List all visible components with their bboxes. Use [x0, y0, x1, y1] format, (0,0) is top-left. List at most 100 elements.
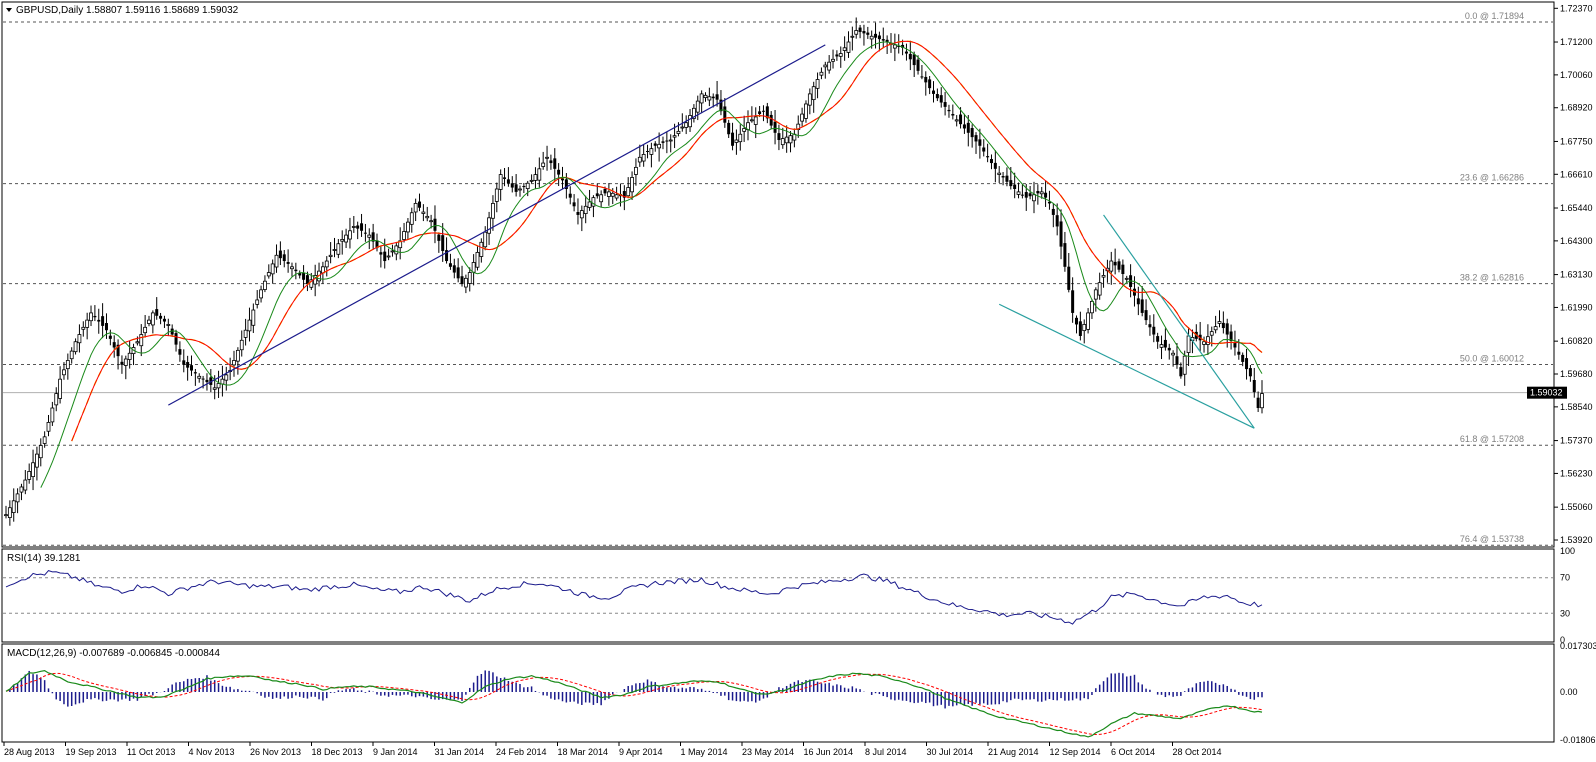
candle-up	[398, 240, 403, 249]
current-price-label: 1.59032	[1530, 388, 1563, 398]
y-tick-label: 1.58540	[1560, 402, 1593, 412]
trendline-channel-lower	[998, 303, 1255, 429]
candle-up	[672, 135, 677, 138]
candle-down	[278, 250, 282, 259]
x-axis: 28 Aug 2013 19 Sep 2013 11 Oct 2013 4 Nov 2…	[3, 742, 1222, 757]
candle-down	[1148, 324, 1152, 328]
candle-down	[193, 372, 197, 374]
main-pane	[1, 1, 1555, 548]
candle-down	[155, 309, 159, 316]
candle-down	[1144, 310, 1148, 321]
candle-down	[646, 150, 650, 152]
x-tick-label: 9 Apr 2014	[619, 747, 663, 757]
candle-down	[1001, 176, 1005, 178]
candle-up	[634, 166, 638, 175]
candle-up	[491, 203, 495, 219]
candle-up	[27, 471, 32, 480]
candle-down	[557, 169, 561, 175]
candle-up	[626, 187, 631, 197]
candle-up	[58, 378, 63, 399]
candle-up	[800, 113, 805, 122]
candle-down	[765, 106, 769, 119]
rsi-y-tick-label: 100	[1560, 546, 1575, 556]
candle-down	[947, 109, 951, 112]
fib-label: 61.8 @ 1.57208	[1460, 434, 1524, 444]
candle-up	[823, 64, 828, 68]
candle-up	[668, 139, 673, 142]
candle-up	[239, 339, 244, 351]
symbol-dropdown-icon[interactable]	[6, 8, 12, 12]
candle-up	[351, 226, 356, 228]
candle-up	[796, 123, 801, 131]
candle-up	[232, 360, 236, 366]
candle-up	[819, 71, 824, 76]
candle-down	[433, 218, 437, 231]
candle-up	[827, 61, 832, 71]
candle-up	[541, 162, 546, 167]
x-tick-label: 16 Jun 2014	[804, 747, 854, 757]
candle-down	[719, 99, 723, 112]
candle-up	[649, 148, 654, 155]
candle-up	[390, 250, 395, 253]
candle-down	[1241, 354, 1245, 362]
candle-up	[31, 462, 35, 477]
candle-down	[448, 263, 452, 267]
candle-down	[371, 232, 375, 242]
candle-up	[224, 374, 229, 381]
candle-down	[603, 189, 607, 194]
candle-up	[688, 115, 692, 128]
candle-up	[127, 352, 132, 360]
candle-up	[274, 254, 279, 268]
candle-up	[332, 249, 337, 251]
candle-down	[506, 179, 510, 184]
candle-down	[1152, 326, 1156, 335]
candle-down	[877, 35, 881, 40]
y-tick-label: 1.57370	[1560, 436, 1593, 446]
candle-down	[986, 156, 990, 158]
candle-down	[935, 94, 939, 99]
candle-down	[1013, 184, 1017, 189]
candle-up	[38, 445, 43, 459]
candle-down	[170, 328, 174, 335]
candle-down	[916, 59, 920, 71]
candle-up	[1016, 191, 1021, 195]
candle-up	[494, 188, 499, 202]
candle-down	[1059, 221, 1063, 247]
candle-up	[1101, 275, 1106, 278]
candle-down	[104, 323, 108, 331]
candle-up	[606, 191, 611, 197]
candle-up	[734, 139, 739, 143]
candle-up	[579, 210, 584, 219]
trendline-channel-upper	[1103, 214, 1255, 429]
candle-down	[174, 333, 178, 345]
candle-down	[928, 79, 932, 89]
candle-up	[1260, 393, 1264, 409]
candle-up	[869, 35, 874, 40]
candle-up	[290, 266, 294, 270]
candle-up	[166, 324, 171, 326]
candle-up	[707, 96, 712, 101]
candle-up	[487, 217, 491, 234]
candle-down	[904, 51, 908, 54]
candle-down	[356, 225, 360, 229]
candle-up	[147, 319, 151, 324]
candle-down	[1044, 192, 1048, 198]
fib-label: 38.2 @ 1.62816	[1460, 273, 1524, 283]
y-tick-label: 1.60820	[1560, 336, 1593, 346]
candle-down	[383, 251, 387, 262]
candle-up	[1182, 355, 1187, 375]
candle-up	[270, 263, 275, 275]
candle-down	[858, 27, 862, 32]
candle-up	[212, 387, 217, 390]
candle-up	[135, 341, 140, 344]
candle-down	[653, 143, 657, 146]
fib-label: 76.4 @ 1.53738	[1460, 534, 1524, 544]
candle-down	[418, 201, 422, 208]
candle-up	[742, 128, 747, 132]
candle-down	[1175, 356, 1179, 365]
x-tick-label: 18 Mar 2014	[558, 747, 609, 757]
candle-down	[1163, 339, 1167, 348]
candle-down	[282, 254, 286, 262]
candle-down	[959, 114, 963, 125]
